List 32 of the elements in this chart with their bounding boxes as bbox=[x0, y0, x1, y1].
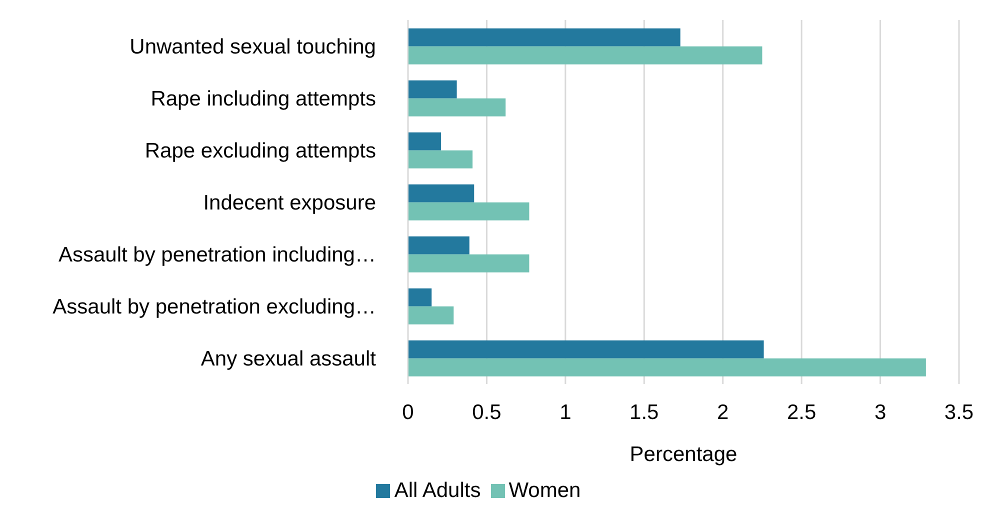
x-tick-label: 3.5 bbox=[944, 400, 974, 424]
y-tick-label: Any sexual assault bbox=[200, 347, 376, 370]
x-tick-label: 1.5 bbox=[630, 400, 659, 424]
bar bbox=[408, 98, 506, 116]
bar bbox=[408, 358, 926, 376]
bar bbox=[408, 28, 680, 46]
bar bbox=[408, 288, 432, 306]
bar bbox=[408, 132, 442, 150]
bar bbox=[408, 254, 530, 272]
x-tick-label: 2.5 bbox=[786, 400, 816, 424]
bar bbox=[408, 150, 473, 168]
bar bbox=[408, 184, 474, 202]
bar bbox=[408, 80, 457, 98]
x-tick-label: 0 bbox=[402, 400, 414, 424]
legend-label: Women bbox=[508, 479, 581, 502]
y-tick-label: Unwanted sexual touching bbox=[130, 35, 376, 58]
y-tick-label: Rape including attempts bbox=[150, 87, 376, 110]
y-tick-label: Rape excluding attempts bbox=[144, 139, 376, 162]
x-tick-label: 1 bbox=[560, 400, 572, 424]
bar bbox=[408, 306, 454, 324]
y-tick-label: Indecent exposure bbox=[203, 191, 376, 214]
x-axis-title: Percentage bbox=[630, 442, 738, 466]
x-tick-label: 3 bbox=[874, 400, 886, 424]
y-tick-label: Assault by penetration excluding… bbox=[52, 295, 376, 318]
x-tick-label: 2 bbox=[717, 400, 729, 424]
bar bbox=[408, 202, 530, 220]
y-tick-label: Assault by penetration including… bbox=[58, 243, 376, 266]
bar bbox=[408, 236, 470, 254]
x-tick-label: 0.5 bbox=[472, 400, 502, 424]
bar bbox=[408, 46, 762, 64]
legend-label: All Adults bbox=[394, 479, 481, 502]
bar bbox=[408, 340, 764, 358]
